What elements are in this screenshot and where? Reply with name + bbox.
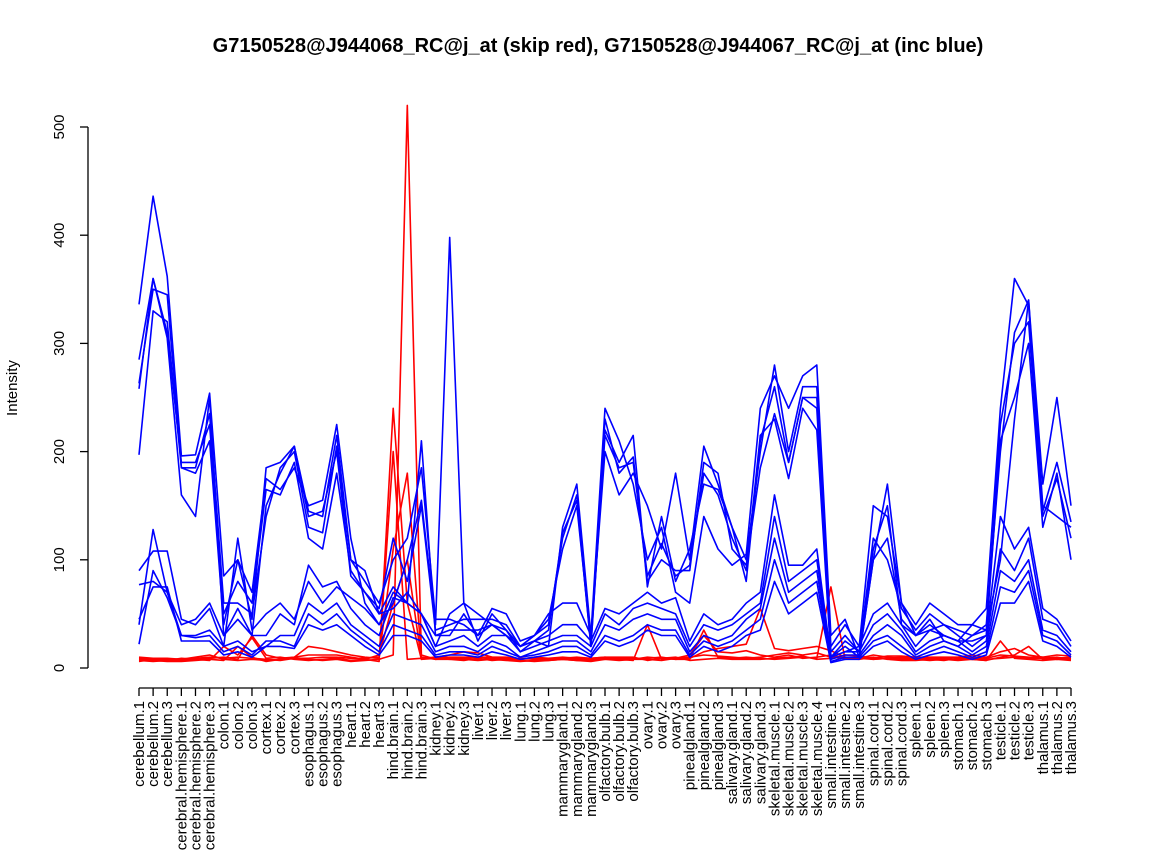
series-line-skip-3 [138, 472, 1072, 662]
series-line-inc-9 [138, 310, 1072, 659]
series-line-inc-14 [138, 580, 1072, 664]
x-tick-label: skeletal.muscle.3 [795, 701, 812, 816]
x-tick-label: mammarygland.3 [583, 701, 600, 817]
x-tick-label: stomach.3 [978, 701, 995, 770]
x-tick-label: skeletal.muscle.2 [781, 701, 798, 816]
x-tick-label: small.intestine.3 [851, 701, 868, 809]
x-tick-label: cerebellum.2 [145, 701, 162, 787]
x-tick-label: pinealgland.1 [682, 701, 699, 790]
x-tick-label: cortex.2 [272, 701, 289, 754]
x-tick-label: skeletal.muscle.1 [766, 701, 783, 816]
x-tick-label: heart.3 [371, 701, 388, 748]
x-tick-label: ovary.1 [639, 701, 656, 749]
x-tick-label: esophagus.2 [315, 701, 332, 787]
x-tick-label: cortex.1 [258, 701, 275, 754]
x-tick-label: spinal.cord.2 [879, 701, 896, 786]
x-tick-label: stomach.2 [964, 701, 981, 770]
x-tick-label: pinealgland.3 [710, 701, 727, 790]
series-line-inc-8 [138, 277, 1072, 659]
x-tick-label: lung.3 [541, 701, 558, 742]
y-axis-label: Intensity [4, 360, 21, 416]
x-tick-label: kidney.1 [428, 701, 445, 756]
x-tick-label: esophagus.1 [300, 701, 317, 787]
series-line-skip-0 [138, 104, 1072, 663]
x-tick-label: cortex.3 [286, 701, 303, 754]
x-tick-label: heart.2 [357, 701, 374, 748]
x-tick-label: hind.brain.2 [399, 701, 416, 779]
y-tick-label: 200 [51, 439, 68, 464]
x-tick-label: spinal.cord.3 [894, 701, 911, 786]
y-tick-label: 300 [51, 331, 68, 356]
series-line-inc-12 [138, 537, 1072, 661]
x-tick-label: thalamus.1 [1035, 701, 1052, 774]
x-tick-label: hind.brain.3 [413, 701, 430, 779]
x-tick-label: cerebral.hemisphere.2 [187, 701, 204, 850]
x-tick-label: spleen.3 [936, 701, 953, 758]
x-tick-label: small.intestine.1 [823, 701, 840, 809]
x-tick-label: olfactory.bulb.2 [611, 701, 628, 802]
x-tick-label: skeletal.muscle.4 [809, 701, 826, 816]
x-tick-label: testicle.2 [1007, 701, 1024, 760]
x-tick-label: testicle.3 [1021, 701, 1038, 760]
x-tick-label: testicle.1 [992, 701, 1009, 760]
y-axis: 0 100 200 300 400 500 [51, 114, 89, 672]
x-tick-label: mammarygland.1 [555, 701, 572, 817]
series-line-inc-7 [138, 288, 1072, 653]
x-tick-label: cerebellum.3 [159, 701, 176, 787]
x-tick-label: cerebral.hemisphere.3 [202, 701, 219, 850]
x-tick-label: ovary.3 [668, 701, 685, 749]
x-tick-label: kidney.3 [456, 701, 473, 756]
x-tick-label: pinealgland.2 [696, 701, 713, 790]
x-tick-label: heart.1 [343, 701, 360, 748]
x-tick-label: cerebral.hemisphere.1 [173, 701, 190, 850]
series-line-inc-5 [138, 195, 1072, 659]
chart-title: G7150528@J944068_RC@j_at (skip red), G71… [213, 35, 984, 57]
plot-area [138, 104, 1072, 664]
y-tick-label: 400 [51, 223, 68, 248]
series-line-skip-1 [138, 407, 1072, 663]
series-line-inc-10 [138, 494, 1072, 659]
x-tick-label: spleen.1 [908, 701, 925, 758]
x-tick-label: salivary.gland.3 [752, 701, 769, 804]
x-tick-label: hind.brain.1 [385, 701, 402, 779]
x-tick-label: thalamus.3 [1063, 701, 1080, 774]
x-tick-label: colon.1 [216, 701, 233, 749]
x-tick-label: olfactory.bulb.1 [597, 701, 614, 802]
x-tick-label: stomach.1 [950, 701, 967, 770]
x-tick-label: thalamus.2 [1049, 701, 1066, 774]
x-tick-label: ovary.2 [653, 701, 670, 749]
x-tick-label: olfactory.bulb.3 [625, 701, 642, 802]
x-tick-label: salivary.gland.2 [738, 701, 755, 804]
x-tick-label: colon.2 [230, 701, 247, 749]
x-tick-label: cerebellum.1 [131, 701, 148, 787]
x-tick-label: spinal.cord.1 [865, 701, 882, 786]
x-tick-label: lung.2 [526, 701, 543, 742]
x-tick-label: kidney.2 [442, 701, 459, 756]
series-line-inc-11 [138, 515, 1072, 659]
y-tick-label: 500 [51, 114, 68, 139]
x-tick-label: liver.1 [470, 701, 487, 740]
x-tick-label: mammarygland.2 [569, 701, 586, 817]
y-tick-label: 0 [51, 664, 68, 672]
x-tick-label: small.intestine.2 [837, 701, 854, 809]
x-tick-label: esophagus.3 [329, 701, 346, 787]
x-tick-label: lung.1 [512, 701, 529, 742]
x-tick-label: liver.2 [484, 701, 501, 740]
y-tick-label: 100 [51, 547, 68, 572]
x-tick-label: colon.3 [244, 701, 261, 749]
x-tick-label: spleen.2 [922, 701, 939, 758]
series-line-inc-13 [138, 558, 1072, 663]
x-axis: cerebellum.1cerebellum.2cerebellum.3cere… [131, 687, 1080, 850]
x-tick-label: salivary.gland.1 [724, 701, 741, 804]
x-tick-label: liver.3 [498, 701, 515, 740]
